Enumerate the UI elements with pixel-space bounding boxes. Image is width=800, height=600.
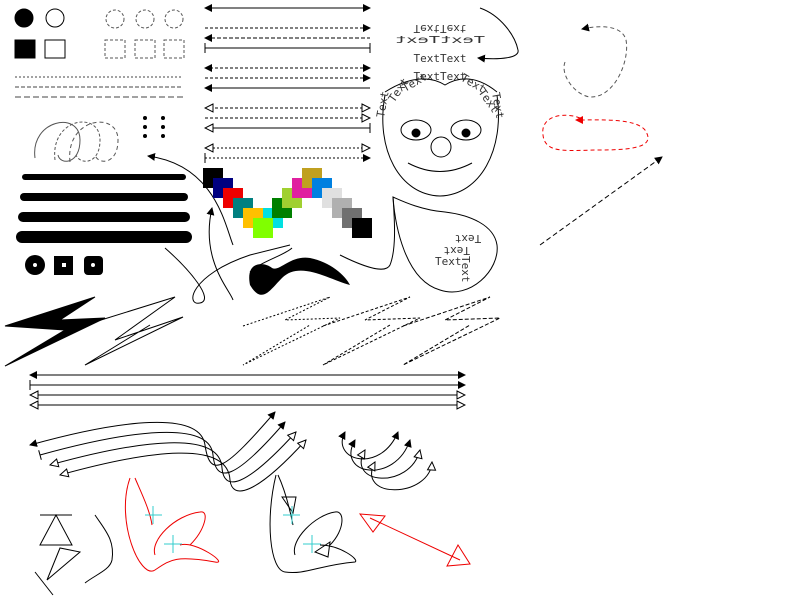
- path-shape: [29, 411, 276, 466]
- path-shape: [34, 122, 81, 162]
- path-shape: [242, 296, 341, 366]
- icons: [25, 255, 103, 275]
- right-shapes: [539, 23, 663, 246]
- text: TextText: [414, 70, 467, 83]
- text: Text: [459, 256, 472, 283]
- circle-shape: [143, 125, 147, 129]
- circle-shape: [461, 128, 471, 138]
- path-shape: [84, 514, 114, 584]
- line-shape: [539, 156, 663, 246]
- circle-shape: [430, 136, 452, 158]
- basic-shapes: [14, 8, 185, 98]
- path-shape: [446, 543, 471, 567]
- circle-shape: [45, 8, 65, 28]
- path-shape: [69, 121, 119, 163]
- path-shape: [358, 513, 386, 533]
- path-shape: [39, 513, 73, 546]
- ellipse-shape: [450, 119, 482, 141]
- rect-shape: [253, 218, 273, 238]
- line-shape: [34, 571, 54, 596]
- text: Text: [455, 232, 482, 245]
- rect-shape: [352, 218, 372, 238]
- arc-arrows: [338, 431, 432, 491]
- loops: [34, 121, 119, 163]
- circle-shape: [91, 263, 95, 267]
- path-shape: [281, 496, 297, 515]
- arc-text: Text: [374, 90, 391, 118]
- blob-text: Text Text Text Text: [435, 232, 481, 283]
- circle-shape: [135, 9, 155, 29]
- long-lines: [29, 371, 466, 405]
- path-shape: [46, 547, 82, 581]
- color-squares: [203, 168, 372, 238]
- arc-text: Text: [489, 91, 506, 119]
- text: Text: [435, 255, 462, 268]
- path-shape: [50, 432, 296, 483]
- path-shape: [313, 540, 331, 558]
- path-shape: [54, 121, 101, 162]
- circle-shape: [33, 263, 37, 267]
- path-shape: [542, 114, 649, 152]
- circle-shape: [161, 125, 165, 129]
- path-shape: [382, 94, 499, 197]
- thick-lines: [16, 174, 192, 243]
- bottom-shapes: [34, 474, 471, 596]
- arc-text: Text: [400, 70, 429, 95]
- circle-shape: [143, 134, 147, 138]
- path-shape: [407, 162, 473, 172]
- rect-shape: [44, 39, 66, 59]
- dots: [143, 116, 165, 138]
- text: TextText: [414, 52, 467, 65]
- circle-shape: [14, 8, 34, 28]
- circle-shape: [161, 116, 165, 120]
- path-shape: [563, 23, 628, 98]
- line-shape: [369, 517, 461, 561]
- path-shape: [206, 207, 234, 301]
- path-shape: [4, 296, 106, 367]
- path-shape: [134, 477, 206, 556]
- path-shape: [38, 421, 286, 474]
- rect-shape: [104, 39, 126, 59]
- wide-text: TextText: [395, 34, 485, 46]
- arrow-curve: [147, 152, 234, 246]
- text: Text: [444, 244, 471, 257]
- text-block: TextText TextText TextText TextText: [395, 7, 519, 83]
- curved-arrows: [29, 411, 306, 492]
- circle-shape: [161, 134, 165, 138]
- circle-shape: [164, 9, 184, 29]
- path-shape: [322, 296, 421, 366]
- face: [382, 78, 499, 197]
- rect-shape: [14, 39, 36, 59]
- path-shape: [361, 450, 420, 479]
- path-shape: [269, 474, 357, 574]
- black-shape: [249, 257, 350, 295]
- circle-shape: [411, 128, 421, 138]
- arc-text: Text Text Text Text Text Text: [374, 70, 506, 120]
- path-shape: [402, 296, 501, 366]
- rect-shape: [134, 39, 156, 59]
- flipped-text: TextText: [414, 22, 467, 35]
- path-shape: [477, 7, 519, 63]
- crosshairs: [145, 506, 321, 553]
- ellipse-shape: [400, 119, 432, 141]
- path-shape: [164, 244, 291, 304]
- circle-shape: [105, 9, 125, 29]
- rect-shape: [163, 39, 185, 59]
- path-shape: [384, 78, 498, 93]
- path-shape: [60, 440, 306, 492]
- rect-shape: [62, 263, 66, 267]
- circle-shape: [143, 116, 147, 120]
- arrow-lines: [204, 4, 371, 163]
- path-shape: [372, 462, 432, 491]
- path-shape: [84, 296, 184, 366]
- blob: [392, 196, 498, 293]
- path-shape: [124, 477, 219, 572]
- curve: [339, 196, 396, 270]
- zigzags: [4, 296, 501, 367]
- path-shape: [348, 439, 412, 471]
